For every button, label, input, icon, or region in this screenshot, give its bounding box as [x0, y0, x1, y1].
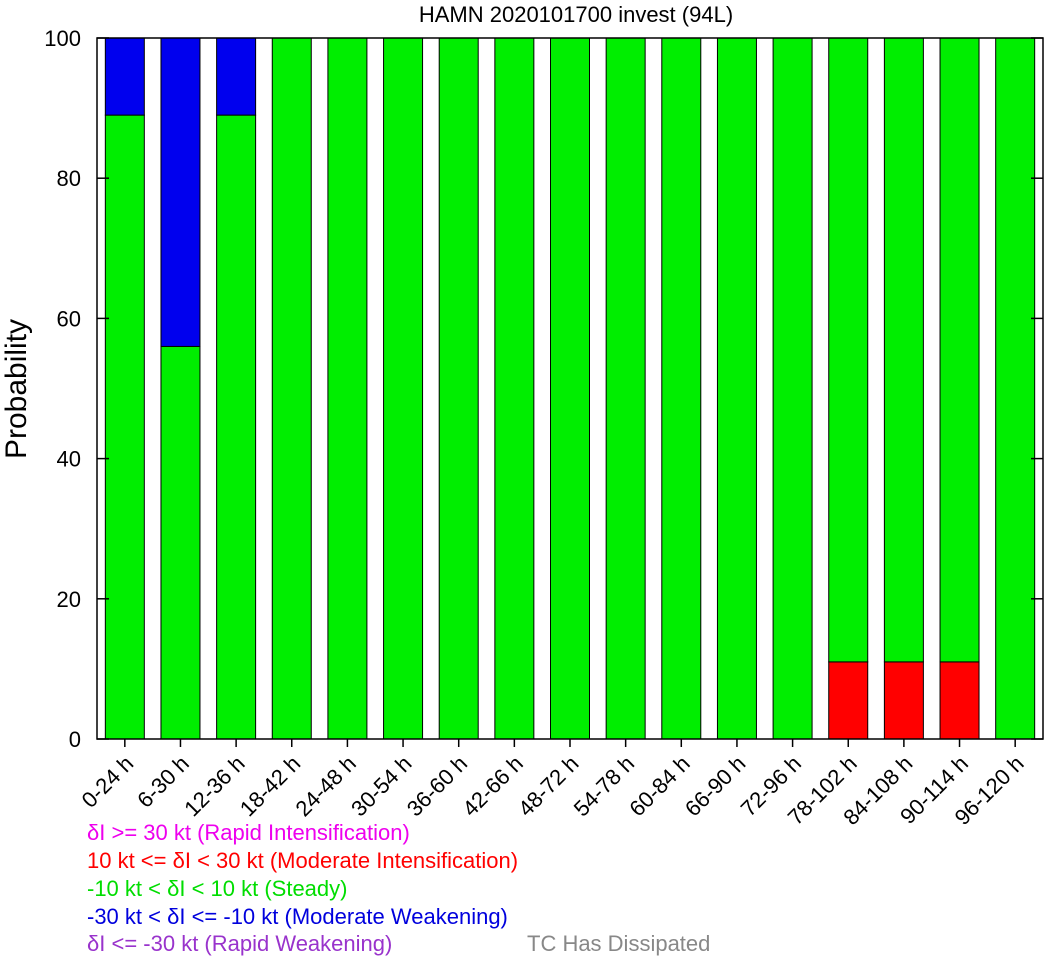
dissipated-note: TC Has Dissipated	[527, 931, 711, 956]
bar-segment	[216, 37, 257, 116]
x-tick-label: 18-42 h	[235, 751, 305, 821]
y-tick-label: 20	[57, 587, 81, 612]
bar-segment	[494, 37, 535, 740]
probability-chart: HAMN 2020101700 invest (94L) Probability…	[0, 2, 1044, 830]
x-tick-label: 48-72 h	[513, 751, 583, 821]
x-tick-label: 42-66 h	[457, 751, 527, 821]
legend-rapid-weakening: δI <= -30 kt (Rapid Weakening)	[87, 931, 393, 956]
plot-frame	[96, 37, 1044, 740]
bar-segment	[883, 37, 924, 663]
bar-segment	[883, 661, 924, 740]
x-tick-label: 12-36 h	[179, 751, 249, 821]
bar-segment	[772, 37, 813, 740]
bar-segment	[327, 37, 368, 740]
legend-moderate-weakening: -30 kt < δI <= -10 kt (Moderate Weakenin…	[87, 904, 508, 929]
bar-segment	[216, 114, 257, 740]
y-tick-label: 40	[57, 447, 81, 472]
bar-segment	[605, 37, 646, 740]
bar-segment	[828, 37, 869, 663]
x-tick-label: 54-78 h	[569, 751, 639, 821]
x-tick-label: 36-60 h	[402, 751, 472, 821]
bar-segment	[995, 37, 1036, 740]
bar-segment	[939, 661, 980, 740]
legend-rapid-intensification: δI >= 30 kt (Rapid Intensification)	[87, 820, 410, 845]
x-tick-label: 66-90 h	[680, 751, 750, 821]
bar-segment	[716, 37, 757, 740]
x-tick-label: 24-48 h	[291, 751, 361, 821]
legend-steady: -10 kt < δI < 10 kt (Steady)	[87, 876, 348, 901]
bar-segment	[550, 37, 590, 740]
y-tick-label: 80	[57, 166, 81, 191]
x-tick-label: 0-24 h	[77, 751, 139, 813]
y-axis-label: Probability	[0, 319, 33, 459]
y-tick-label: 0	[69, 727, 81, 752]
y-tick-label: 100	[44, 26, 81, 51]
bar-segment	[160, 37, 201, 347]
bar-segment	[383, 37, 424, 740]
bar-segment	[438, 37, 479, 740]
bar-segment	[828, 661, 869, 740]
bar-segment	[160, 345, 201, 740]
bars-group	[104, 37, 1036, 740]
bar-segment	[271, 37, 312, 740]
bar-segment	[661, 37, 702, 740]
y-tick-label: 60	[57, 306, 81, 331]
x-tick-label: 60-84 h	[624, 751, 694, 821]
chart-title: HAMN 2020101700 invest (94L)	[419, 2, 733, 27]
legend-moderate-intensification: 10 kt <= δI < 30 kt (Moderate Intensific…	[87, 848, 519, 873]
bar-segment	[104, 114, 145, 740]
bar-segment	[104, 37, 145, 116]
bar-segment	[939, 37, 980, 663]
x-tick-label: 30-54 h	[346, 751, 416, 821]
